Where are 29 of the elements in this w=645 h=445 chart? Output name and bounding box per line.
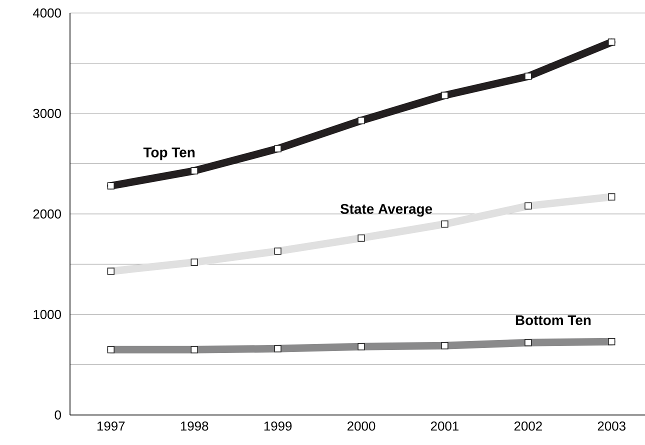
point: [441, 220, 448, 228]
point: [608, 193, 616, 201]
point: [358, 116, 365, 124]
point: [274, 248, 282, 255]
point: [190, 258, 198, 266]
point: [608, 38, 616, 46]
series-label: State Average: [340, 204, 432, 217]
point: [107, 268, 114, 275]
x-tick-label: 2000: [348, 421, 376, 431]
point: [274, 145, 282, 152]
y-tick-label: 2000: [33, 209, 61, 219]
point: [107, 182, 114, 190]
point: [441, 92, 448, 99]
x-tick-label: 2003: [598, 421, 626, 431]
x-tick-label: 1999: [264, 421, 292, 431]
point: [358, 234, 365, 242]
x-tick-label: 2001: [430, 421, 458, 431]
point: [190, 167, 198, 174]
point: [524, 72, 532, 80]
y-tick-label: 1000: [34, 310, 61, 320]
y-tick-label: 0: [54, 410, 61, 420]
y-tick-label: 3000: [33, 108, 61, 118]
x-tick-label: 1998: [180, 421, 208, 431]
point: [524, 202, 532, 210]
y-tick-label: 4000: [32, 8, 61, 18]
x-tick-label: 1997: [97, 421, 125, 431]
series-label: Bottom Ten: [516, 315, 591, 326]
x-tick-label: 2002: [514, 421, 542, 431]
series-label: Top Ten: [143, 148, 195, 160]
